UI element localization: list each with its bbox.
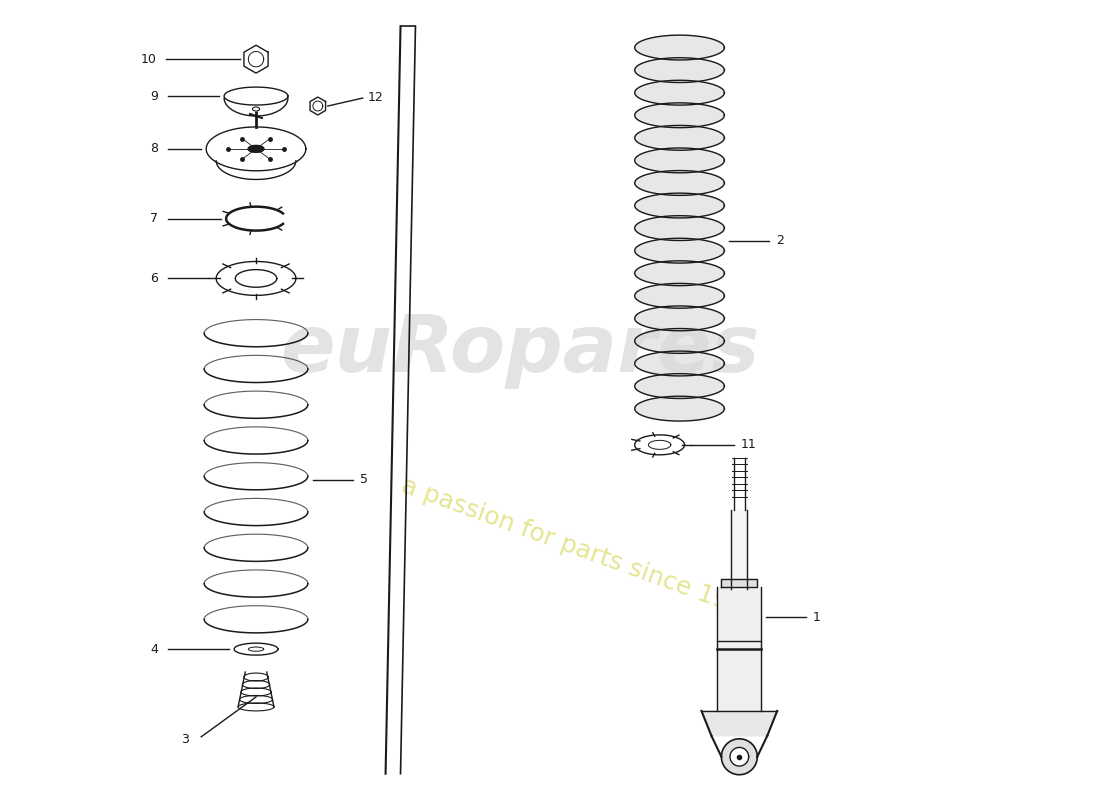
Polygon shape — [234, 643, 278, 655]
Polygon shape — [635, 396, 725, 421]
Polygon shape — [238, 703, 274, 711]
Polygon shape — [635, 193, 725, 218]
Text: 6: 6 — [151, 272, 158, 285]
Polygon shape — [244, 46, 268, 73]
Text: 1: 1 — [813, 610, 821, 624]
Polygon shape — [635, 126, 725, 150]
Polygon shape — [253, 107, 260, 111]
Text: 5: 5 — [360, 474, 367, 486]
Polygon shape — [635, 435, 684, 455]
Polygon shape — [635, 283, 725, 308]
Polygon shape — [635, 148, 725, 173]
Polygon shape — [635, 35, 725, 60]
Text: 4: 4 — [151, 642, 158, 656]
Polygon shape — [242, 681, 270, 689]
Polygon shape — [722, 579, 757, 587]
Polygon shape — [241, 688, 271, 696]
Text: 7: 7 — [151, 212, 158, 225]
Polygon shape — [635, 374, 725, 398]
Text: euRopares: euRopares — [280, 311, 760, 389]
Polygon shape — [310, 97, 326, 115]
Polygon shape — [244, 673, 268, 681]
Polygon shape — [635, 58, 725, 82]
Polygon shape — [635, 261, 725, 286]
Polygon shape — [702, 711, 778, 736]
Polygon shape — [249, 146, 264, 152]
Text: 11: 11 — [740, 438, 756, 451]
Polygon shape — [635, 170, 725, 195]
Polygon shape — [635, 80, 725, 105]
Polygon shape — [224, 87, 288, 105]
Polygon shape — [240, 695, 273, 703]
Polygon shape — [635, 306, 725, 330]
Polygon shape — [635, 216, 725, 241]
Polygon shape — [730, 747, 749, 766]
Text: 10: 10 — [141, 53, 156, 66]
Polygon shape — [635, 238, 725, 263]
Polygon shape — [206, 127, 306, 170]
Text: a passion for parts since 1985: a passion for parts since 1985 — [398, 474, 761, 626]
Polygon shape — [722, 739, 757, 774]
Polygon shape — [217, 262, 296, 295]
Text: 8: 8 — [151, 142, 158, 155]
Polygon shape — [635, 103, 725, 128]
Polygon shape — [635, 351, 725, 376]
Text: 9: 9 — [151, 90, 158, 102]
Text: 12: 12 — [367, 90, 384, 103]
Text: 2: 2 — [777, 234, 784, 247]
Polygon shape — [635, 329, 725, 354]
Text: 3: 3 — [182, 734, 189, 746]
